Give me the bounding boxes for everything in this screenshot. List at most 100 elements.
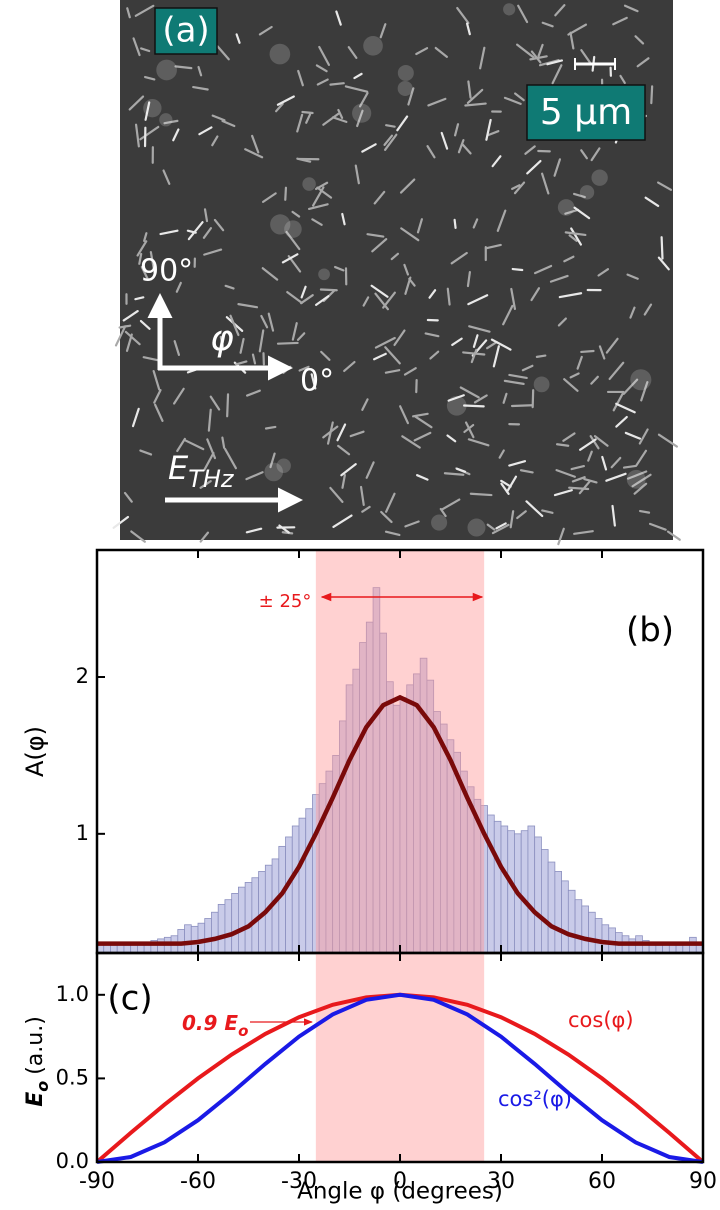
- bright-spot: [352, 103, 372, 123]
- nanorod: [373, 352, 387, 361]
- nanorod: [571, 476, 586, 483]
- nanorod: [498, 449, 505, 459]
- nanorod: [332, 514, 353, 529]
- nanorod: [514, 92, 525, 102]
- nanorod: [578, 480, 592, 495]
- nanorod: [590, 375, 599, 385]
- nanorod: [246, 389, 261, 397]
- nanorod: [300, 285, 307, 299]
- nanorod: [112, 515, 130, 529]
- nanorod: [549, 274, 569, 283]
- nanorod: [291, 210, 301, 218]
- nanorod: [284, 186, 288, 201]
- nanorod: [384, 369, 401, 374]
- nanorod: [359, 485, 365, 506]
- histogram-bar: [567, 889, 576, 954]
- nanorod: [126, 7, 131, 19]
- nanorod: [495, 522, 507, 530]
- nanorod: [533, 264, 553, 275]
- axis-label: 0°: [300, 364, 334, 399]
- nanorod: [299, 294, 314, 305]
- nanorod: [130, 530, 146, 543]
- nanorod: [322, 425, 339, 439]
- nanorod: [373, 190, 386, 205]
- nanorod: [648, 522, 667, 531]
- bright-spot: [626, 469, 646, 489]
- nanorod: [636, 57, 650, 68]
- nanorod: [153, 388, 162, 404]
- nanorod: [564, 231, 587, 237]
- nanorod: [502, 304, 514, 326]
- nanorod: [486, 130, 500, 137]
- nanorod: [172, 128, 180, 142]
- nanorod: [454, 123, 460, 137]
- nanorod: [503, 379, 525, 385]
- nanorod: [361, 143, 377, 153]
- nanorod: [486, 340, 498, 350]
- nanorod: [207, 408, 212, 432]
- y-label-unit: (a.u.): [23, 1016, 48, 1075]
- nanorod: [396, 115, 409, 132]
- nanorod: [569, 372, 580, 379]
- nanorod: [143, 232, 148, 243]
- nanorod: [593, 435, 609, 447]
- nanorod: [384, 133, 398, 151]
- nanorod: [443, 472, 465, 476]
- histogram-bar: [534, 836, 542, 954]
- nanorod: [361, 505, 371, 513]
- nanorod: [154, 403, 164, 422]
- nanorod: [245, 471, 264, 481]
- histogram-bar: [224, 899, 233, 954]
- nanorod: [469, 492, 493, 497]
- x-tick-label: 90: [689, 1169, 717, 1194]
- nanorod: [555, 443, 570, 447]
- nanorod: [491, 155, 502, 168]
- annotation-text: 0.9 E: [182, 1011, 238, 1035]
- nanorod: [657, 433, 679, 448]
- nanorod: [485, 118, 492, 141]
- nanorod: [275, 102, 284, 113]
- y-label-subscript: o: [33, 1081, 52, 1092]
- nanorod: [134, 296, 145, 301]
- nanorod: [362, 296, 370, 307]
- nanorod: [203, 208, 209, 223]
- nanorod: [125, 333, 133, 352]
- nanorod: [315, 64, 328, 73]
- nanorod: [589, 435, 600, 450]
- nanorod: [500, 482, 510, 495]
- nanorod: [341, 474, 346, 489]
- bright-spot: [156, 59, 177, 81]
- axis-label: 90°: [140, 254, 193, 289]
- nanorod: [521, 364, 534, 372]
- nanorod: [310, 373, 317, 390]
- nanorod: [413, 431, 432, 442]
- nanorod: [633, 482, 648, 495]
- histogram-bar: [628, 938, 637, 954]
- annotation: 0.9 Eo: [182, 1011, 248, 1040]
- nanorod: [122, 309, 139, 322]
- label-box: [154, 7, 218, 55]
- chart-panel: cos(φ)cos²(φ)0.9 Eo(c)Eo(a.u.)-90 -60 -30 0…: [23, 951, 717, 1205]
- nanorod: [510, 404, 534, 408]
- nanorod: [601, 455, 608, 471]
- nanorod: [447, 394, 465, 402]
- nanorod: [316, 78, 329, 86]
- bright-spot: [284, 220, 302, 238]
- nanorod: [401, 435, 421, 449]
- nanorod: [286, 290, 303, 304]
- bright-spot: [446, 395, 467, 416]
- nanorod: [408, 277, 416, 287]
- annotation-subscript: o: [238, 1022, 248, 1040]
- histogram-bar: [601, 924, 610, 954]
- nanorod: [568, 234, 578, 242]
- nanorod: [140, 47, 151, 53]
- nanorod: [466, 271, 471, 288]
- nanorod: [551, 64, 563, 85]
- nanorod: [505, 475, 518, 493]
- nanorod: [138, 252, 143, 265]
- nanorod: [385, 492, 396, 513]
- y-tick-label: 0.5: [56, 1065, 89, 1089]
- nanorod: [490, 338, 512, 351]
- histogram-bar: [204, 918, 212, 954]
